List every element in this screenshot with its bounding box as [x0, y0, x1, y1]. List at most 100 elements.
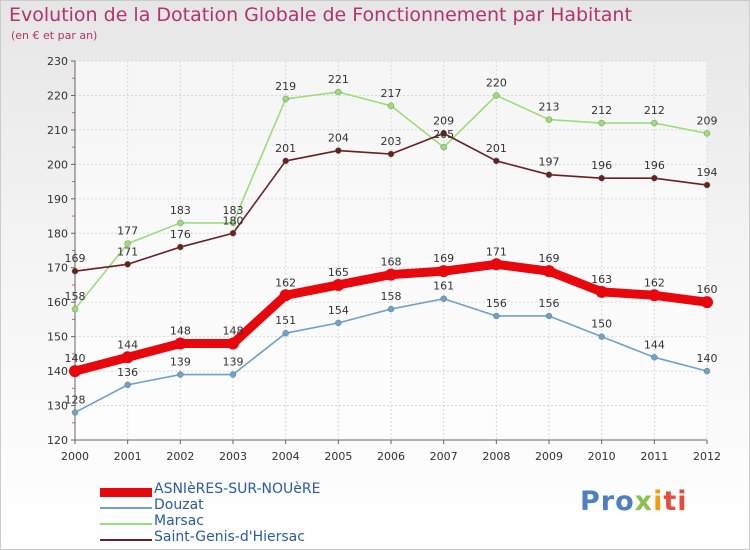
data-point-3 [177, 243, 184, 251]
data-point-2 [229, 219, 237, 227]
data-point-0 [69, 365, 81, 378]
y-tick-label: 120 [47, 434, 68, 447]
data-point-3 [124, 261, 131, 268]
data-point-2 [387, 102, 395, 109]
x-tick-label: 2003 [219, 450, 247, 463]
axis-layer: 120 130 140 150 160 170 180 190 200 210 220 230 2000… [47, 55, 721, 463]
data-label-1: 144 [644, 338, 665, 351]
data-label-1: 140 [697, 352, 718, 365]
data-label-2: 212 [591, 104, 612, 117]
x-tick-label: 2006 [377, 450, 405, 463]
data-label-0: 169 [539, 252, 560, 265]
data-point-2 [493, 92, 500, 99]
data-label-3: 180 [223, 214, 244, 227]
data-point-2 [440, 143, 447, 151]
data-label-1: 139 [170, 356, 191, 369]
data-label-2: 183 [170, 204, 191, 217]
legend-label-douzat: Douzat [154, 497, 204, 513]
data-label-3: 209 [433, 114, 454, 127]
data-label-2: 209 [697, 114, 718, 127]
proxiti-logo: Proxiti [580, 486, 688, 517]
data-point-1 [703, 367, 711, 375]
data-point-0 [121, 351, 134, 364]
data-point-0 [648, 289, 661, 302]
data-label-1: 156 [486, 297, 507, 310]
data-point-0 [595, 285, 608, 298]
data-label-1: 151 [275, 314, 296, 327]
data-label-1: 161 [433, 280, 454, 293]
x-tick-label: 2001 [114, 450, 142, 463]
x-tick-label: 2011 [640, 450, 668, 463]
data-label-0: 148 [170, 325, 191, 338]
data-label-3: 176 [170, 228, 191, 241]
data-label-0: 160 [697, 283, 718, 296]
data-label-2: 213 [539, 101, 560, 114]
data-label-1: 139 [223, 356, 244, 369]
legend-swatch-marsac [100, 523, 152, 525]
data-label-0: 168 [381, 256, 402, 269]
data-point-3 [703, 181, 711, 189]
data-point-1 [229, 371, 237, 378]
data-label-1: 128 [65, 393, 86, 406]
data-point-1 [71, 409, 79, 416]
data-point-2 [177, 219, 184, 227]
data-point-3 [387, 150, 395, 158]
data-point-1 [124, 381, 131, 389]
data-label-2: 183 [223, 204, 244, 217]
data-label-0: 169 [433, 252, 454, 265]
y-tick-label: 230 [47, 55, 68, 68]
data-label-0: 148 [223, 325, 244, 338]
data-point-2 [335, 88, 342, 96]
data-label-0: 165 [328, 266, 349, 279]
data-point-2 [651, 119, 658, 127]
data-label-0: 162 [644, 276, 665, 289]
data-label-3: 194 [697, 166, 718, 179]
data-point-2 [282, 95, 289, 103]
data-point-1 [177, 371, 184, 378]
data-label-3: 201 [486, 142, 507, 155]
data-point-3 [282, 157, 289, 165]
x-tick-label: 2009 [535, 450, 563, 463]
y-tick-label: 150 [47, 331, 68, 344]
x-tick-label: 2002 [166, 450, 194, 463]
data-point-0 [227, 337, 239, 350]
data-label-0: 162 [275, 276, 296, 289]
y-tick-label: 180 [47, 227, 68, 240]
legend-swatch-saint-genis [100, 539, 152, 541]
data-point-3 [545, 171, 553, 178]
data-label-2: 158 [65, 290, 86, 303]
data-label-1: 150 [591, 318, 612, 331]
y-tick-label: 200 [47, 158, 68, 171]
legend-label-marsac: Marsac [154, 513, 204, 529]
y-tick-label: 210 [47, 124, 68, 137]
legend-item-marsac: Marsac [100, 513, 400, 532]
data-point-1 [493, 312, 500, 320]
data-label-2: 212 [644, 104, 665, 117]
legend-item-douzat: Douzat [100, 497, 400, 516]
data-point-1 [335, 319, 342, 327]
data-point-2 [703, 130, 711, 137]
data-label-0: 140 [65, 352, 86, 365]
data-label-3: 204 [328, 132, 349, 145]
data-point-3 [440, 130, 447, 137]
data-label-2: 220 [486, 76, 507, 89]
legend-label-asnieres: ASNIèRES-SUR-NOUèRE [154, 481, 321, 497]
x-tick-label: 2005 [324, 450, 352, 463]
series-layer [69, 88, 713, 416]
data-label-2: 205 [433, 128, 454, 141]
legend-item-asnieres: ASNIèRES-SUR-NOUèRE [100, 481, 400, 500]
data-point-1 [651, 354, 658, 361]
x-tick-label: 2008 [482, 450, 510, 463]
data-point-0 [174, 337, 187, 350]
data-label-1: 154 [328, 304, 349, 317]
data-label-0: 163 [591, 273, 612, 286]
data-point-0 [543, 265, 555, 278]
data-point-3 [651, 174, 658, 182]
data-label-3: 196 [644, 159, 665, 172]
x-tick-label: 2004 [272, 450, 300, 463]
data-label-1: 158 [381, 290, 402, 303]
data-point-1 [545, 312, 553, 320]
data-label-3: 203 [381, 135, 402, 148]
data-point-1 [282, 329, 289, 337]
